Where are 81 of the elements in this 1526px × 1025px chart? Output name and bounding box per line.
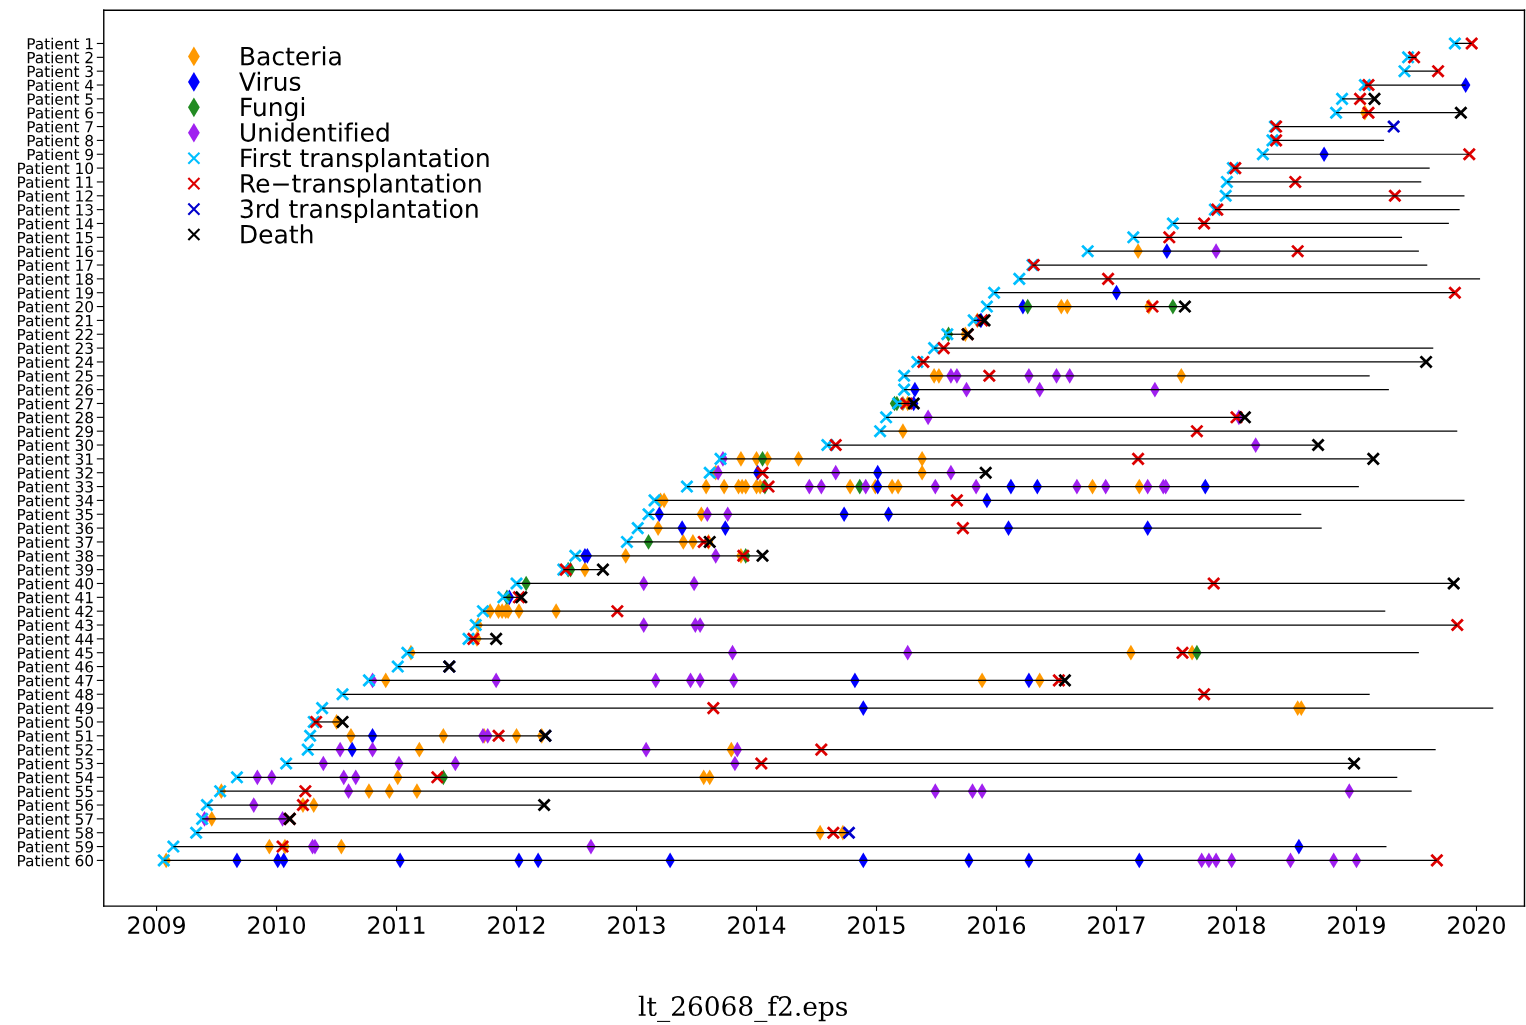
legend-label: 3rd transplantation xyxy=(240,198,478,224)
y-tick-label: Patient 39 xyxy=(18,563,93,576)
y-tick-label: Patient 34 xyxy=(18,494,94,507)
legend-label: Fungi xyxy=(241,97,305,122)
x-tick-label: 2012 xyxy=(488,916,545,935)
y-tick-label: Patient 45 xyxy=(18,646,93,659)
y-tick-label: Patient 12 xyxy=(18,189,93,202)
y-tick-label: Patient 24 xyxy=(18,356,94,368)
legend-label: Bacteria xyxy=(241,46,341,66)
y-tick-label: Patient 8 xyxy=(27,134,93,147)
y-tick-label: Patient 56 xyxy=(18,799,94,812)
y-tick-label: Patient 38 xyxy=(18,549,93,562)
y-tick-label: Patient 20 xyxy=(18,300,94,313)
y-tick-label: Patient 23 xyxy=(18,342,93,355)
y-tick-label: Patient 2 xyxy=(27,51,93,64)
y-tick-label: Patient 44 xyxy=(18,633,94,645)
x-tick-label: 2011 xyxy=(368,916,425,935)
x-tick-label: 2013 xyxy=(608,916,665,935)
y-tick-label: Patient 60 xyxy=(18,854,94,867)
y-tick-label: Patient 6 xyxy=(27,106,94,119)
y-tick-label: Patient 53 xyxy=(18,757,93,770)
y-tick-label: Patient 11 xyxy=(18,176,93,188)
legend-label: Virus xyxy=(239,71,301,91)
y-tick-label: Patient 36 xyxy=(18,522,94,535)
y-tick-label: Patient 37 xyxy=(18,536,93,548)
y-tick-label: Patient 30 xyxy=(18,439,94,452)
y-tick-label: Patient 42 xyxy=(18,605,93,618)
y-tick-label: Patient 58 xyxy=(18,826,93,839)
y-tick-label: Patient 19 xyxy=(18,286,93,299)
y-tick-label: Patient 9 xyxy=(27,148,93,161)
y-tick-label: Patient 47 xyxy=(18,674,93,687)
y-tick-label: Patient 52 xyxy=(18,743,93,756)
y-tick-label: Patient 51 xyxy=(18,729,93,742)
y-tick-label: Patient 35 xyxy=(18,508,93,521)
x-tick-label: 2009 xyxy=(128,916,185,935)
x-tick-label: 2016 xyxy=(968,916,1026,935)
y-tick-label: Patient 18 xyxy=(18,273,93,285)
y-tick-label: Patient 22 xyxy=(18,328,93,341)
y-tick-label: Patient 10 xyxy=(18,162,94,175)
y-tick-label: Patient 46 xyxy=(18,660,94,673)
y-tick-label: Patient 4 xyxy=(27,79,94,92)
x-tick-label: 2020 xyxy=(1448,916,1505,935)
y-tick-label: Patient 3 xyxy=(27,65,93,78)
y-tick-label: Patient 50 xyxy=(18,716,94,728)
y-tick-label: Patient 28 xyxy=(18,411,93,424)
y-tick-label: Patient 40 xyxy=(18,577,94,590)
y-tick-label: Patient 32 xyxy=(18,466,93,479)
y-tick-label: Patient 26 xyxy=(18,383,94,396)
y-tick-label: Patient 29 xyxy=(18,425,93,438)
legend-label: Unidentified xyxy=(241,122,389,142)
x-tick-label: 2018 xyxy=(1208,916,1265,935)
x-tick-label: 2015 xyxy=(848,916,905,935)
y-tick-label: Patient 15 xyxy=(18,231,93,244)
y-tick-label: Patient 41 xyxy=(18,591,93,604)
y-tick-label: Patient 55 xyxy=(18,785,93,798)
y-tick-label: Patient 43 xyxy=(18,619,93,632)
x-tick-label: 2017 xyxy=(1088,916,1145,935)
y-tick-label: Patient 1 xyxy=(27,37,93,50)
y-tick-label: Patient 48 xyxy=(18,688,93,701)
legend-label: Re−transplantation xyxy=(241,173,481,198)
text: lt_26068_f2.eps xyxy=(638,995,847,1022)
x-tick-label: 2014 xyxy=(728,916,786,935)
x-tick-label: 2019 xyxy=(1328,916,1385,935)
y-tick-label: Patient 49 xyxy=(18,702,93,715)
y-tick-label: Patient 13 xyxy=(18,203,93,216)
y-tick-label: Patient 31 xyxy=(18,453,93,465)
y-tick-label: Patient 17 xyxy=(18,259,93,272)
y-tick-label: Patient 25 xyxy=(18,369,93,382)
y-tick-label: Patient 59 xyxy=(18,840,93,853)
legend-label: First transplantation xyxy=(241,147,489,173)
y-tick-label: Patient 7 xyxy=(27,120,93,133)
y-tick-label: Patient 57 xyxy=(18,813,93,825)
y-tick-label: Patient 16 xyxy=(18,245,94,258)
y-tick-label: Patient 14 xyxy=(18,217,94,230)
y-tick-label: Patient 54 xyxy=(18,771,94,784)
y-tick-label: Patient 33 xyxy=(18,480,93,493)
legend-label: Death xyxy=(241,224,313,244)
x-tick-label: 2010 xyxy=(248,916,306,935)
y-tick-label: Patient 5 xyxy=(27,93,93,105)
y-tick-label: Patient 27 xyxy=(18,397,93,410)
y-tick-label: Patient 21 xyxy=(18,314,93,327)
